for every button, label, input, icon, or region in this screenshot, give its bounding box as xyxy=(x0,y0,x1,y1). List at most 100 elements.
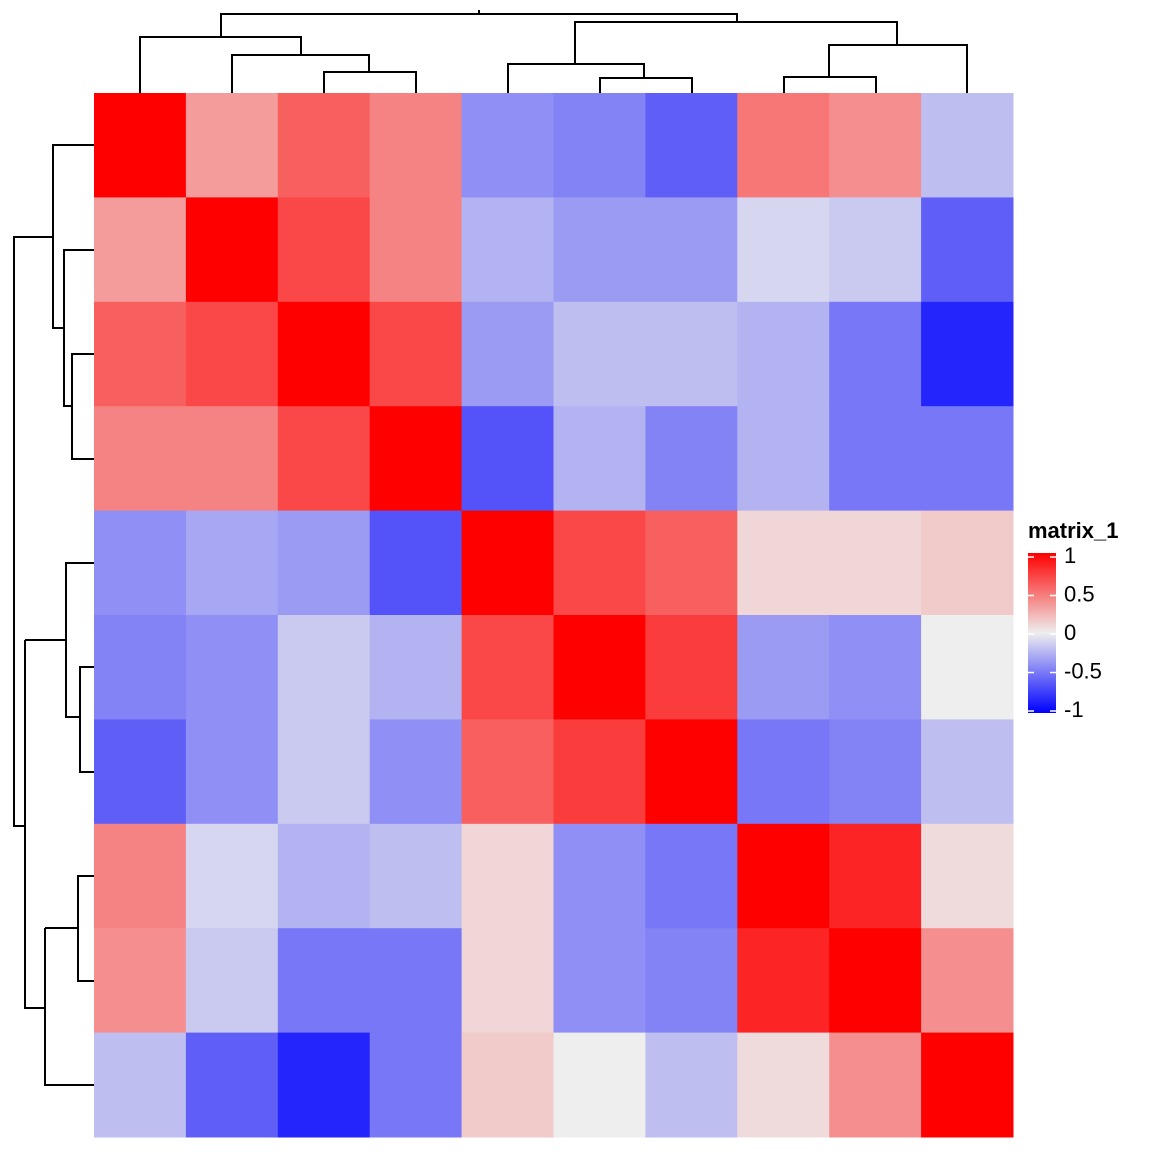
cell xyxy=(461,1032,554,1138)
cell xyxy=(185,510,279,616)
cell xyxy=(369,301,463,407)
cell xyxy=(737,93,830,198)
cell xyxy=(829,823,922,929)
cell xyxy=(921,301,1014,407)
cell xyxy=(185,615,279,720)
cell xyxy=(645,406,738,512)
cell xyxy=(369,615,463,720)
cell xyxy=(185,1032,279,1138)
cell xyxy=(829,197,922,303)
cell xyxy=(369,719,463,825)
cell xyxy=(553,823,646,929)
cell xyxy=(369,93,463,198)
cell xyxy=(185,197,279,303)
cell xyxy=(461,928,554,1034)
cell xyxy=(185,301,279,407)
cell xyxy=(829,406,922,512)
cell xyxy=(737,615,830,720)
cell xyxy=(737,301,830,407)
cell xyxy=(737,197,830,303)
cell xyxy=(645,615,738,720)
cell xyxy=(553,615,646,720)
cell xyxy=(553,93,646,198)
cell xyxy=(921,510,1014,616)
cell xyxy=(94,719,187,825)
cell xyxy=(369,1032,463,1138)
cell xyxy=(553,719,646,825)
cell xyxy=(829,719,922,825)
cell xyxy=(185,928,279,1034)
cell xyxy=(737,1032,830,1138)
cell xyxy=(277,301,371,407)
cell xyxy=(829,301,922,407)
cell xyxy=(921,197,1014,303)
cell xyxy=(94,301,187,407)
cell xyxy=(277,615,371,720)
cell xyxy=(277,406,371,512)
cell xyxy=(94,406,187,512)
cell xyxy=(645,93,738,198)
cell xyxy=(461,823,554,929)
cell xyxy=(277,823,371,929)
legend-title: matrix_1 xyxy=(1028,518,1119,543)
cell xyxy=(645,197,738,303)
cell xyxy=(369,510,463,616)
cell xyxy=(461,406,554,512)
cell xyxy=(94,93,187,198)
legend-tick-label: -1 xyxy=(1064,697,1084,722)
cell xyxy=(921,1032,1014,1138)
column-dendrogram xyxy=(139,10,968,93)
cell xyxy=(461,719,554,825)
legend-tick-label: 0 xyxy=(1064,620,1076,645)
color-bar xyxy=(1028,553,1056,713)
cell xyxy=(829,1032,922,1138)
cell xyxy=(277,928,371,1034)
cell xyxy=(921,719,1014,825)
cell xyxy=(369,406,463,512)
cell xyxy=(553,1032,646,1138)
cell xyxy=(461,301,554,407)
legend-tick-label: 1 xyxy=(1064,543,1076,568)
cell xyxy=(645,510,738,616)
cell xyxy=(461,93,554,198)
cell xyxy=(921,406,1014,512)
cell xyxy=(461,197,554,303)
cell xyxy=(94,1032,187,1138)
legend: matrix_1 -1 -0.5 0 0.5 1 xyxy=(1028,518,1119,722)
cell xyxy=(645,823,738,929)
cell xyxy=(553,301,646,407)
cell xyxy=(553,928,646,1034)
cell xyxy=(921,823,1014,929)
cell xyxy=(461,615,554,720)
cell xyxy=(277,719,371,825)
legend-tick-label: -0.5 xyxy=(1064,658,1102,683)
cell xyxy=(737,719,830,825)
cell xyxy=(185,719,279,825)
cell xyxy=(94,510,187,616)
cell xyxy=(553,510,646,616)
cell xyxy=(737,928,830,1034)
cell xyxy=(829,93,922,198)
cell xyxy=(829,615,922,720)
cell xyxy=(921,928,1014,1034)
cell xyxy=(369,928,463,1034)
cell xyxy=(645,1032,738,1138)
cell xyxy=(645,719,738,825)
cell xyxy=(921,615,1014,720)
cell xyxy=(185,93,279,198)
cell xyxy=(277,510,371,616)
legend-tick-label: 0.5 xyxy=(1064,581,1095,606)
cell xyxy=(94,823,187,929)
cell xyxy=(277,93,371,198)
cell xyxy=(921,93,1014,198)
cell xyxy=(185,823,279,929)
cell xyxy=(369,197,463,303)
cell xyxy=(829,928,922,1034)
row-dendrogram xyxy=(13,144,94,1086)
cell xyxy=(737,823,830,929)
cell xyxy=(94,197,187,303)
cell xyxy=(461,510,554,616)
cell xyxy=(185,406,279,512)
dendrogram-branches xyxy=(139,10,968,93)
